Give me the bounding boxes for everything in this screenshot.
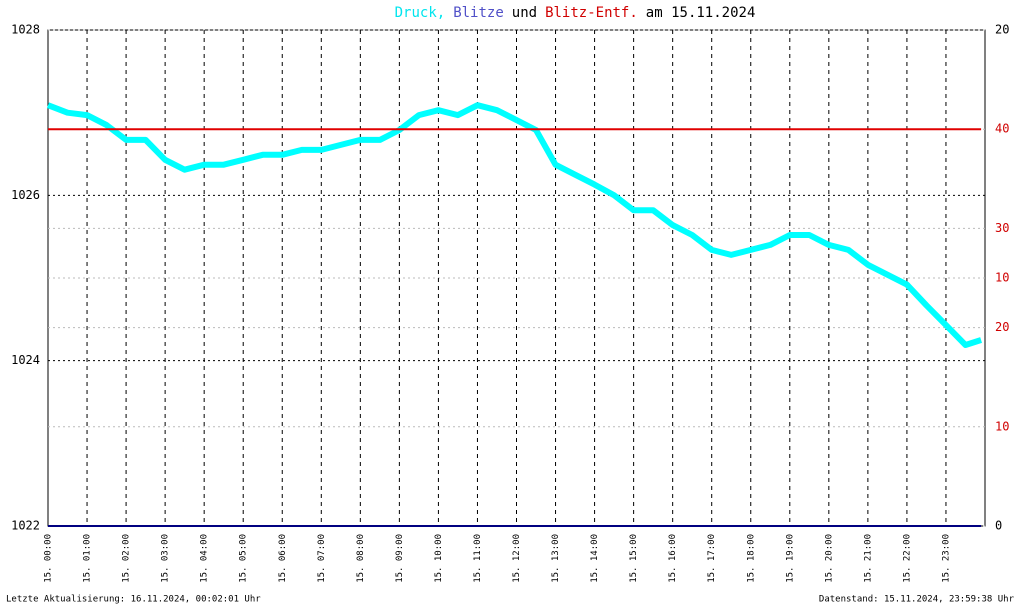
x-tick-label: 15. 12:00 xyxy=(512,534,522,583)
series-line xyxy=(46,102,983,348)
y2-tick-label: 20 xyxy=(995,23,1009,37)
x-tick-label: 15. 22:00 xyxy=(902,534,912,583)
x-tick-label: 15. 05:00 xyxy=(239,534,249,583)
title-part: Druck, xyxy=(395,5,446,21)
y-tick-label: 1028 xyxy=(11,23,40,37)
y2-tick-label: 0 xyxy=(995,519,1002,533)
x-tick-label: 15. 19:00 xyxy=(785,534,795,583)
x-tick-label: 15. 03:00 xyxy=(161,534,171,583)
title-part: Blitze xyxy=(453,5,504,21)
y3-tick-label: 20 xyxy=(995,320,1009,334)
y-tick-label: 1022 xyxy=(11,519,40,533)
y3-tick-label: 40 xyxy=(995,122,1009,136)
x-tick-label: 15. 17:00 xyxy=(707,534,717,583)
x-tick-label: 15. 14:00 xyxy=(590,534,600,583)
x-tick-label: 15. 06:00 xyxy=(278,534,288,583)
title-part: und xyxy=(512,5,537,21)
x-tick-label: 15. 09:00 xyxy=(395,534,405,583)
x-tick-label: 15. 08:00 xyxy=(356,534,366,583)
y3-tick-label: 30 xyxy=(995,221,1009,235)
x-tick-label: 15. 18:00 xyxy=(746,534,756,583)
x-tick-label: 15. 01:00 xyxy=(83,534,93,583)
footer-right: Datenstand: 15.11.2024, 23:59:38 Uhr xyxy=(819,595,1015,605)
y-tick-label: 1026 xyxy=(11,188,40,202)
x-tick-label: 15. 07:00 xyxy=(317,534,327,583)
x-tick-label: 15. 21:00 xyxy=(863,534,873,583)
chart-title: Druck, Blitze und Blitz-Entf. am 15.11.2024 xyxy=(395,5,756,21)
x-tick-label: 15. 00:00 xyxy=(44,534,54,583)
footer-left: Letzte Aktualisierung: 16.11.2024, 00:02… xyxy=(6,595,261,605)
x-tick-label: 15. 13:00 xyxy=(551,534,561,583)
x-tick-label: 15. 23:00 xyxy=(941,534,951,583)
x-tick-label: 15. 20:00 xyxy=(824,534,834,583)
y2-tick-label: 10 xyxy=(995,271,1009,285)
y3-tick-label: 10 xyxy=(995,419,1009,433)
x-tick-label: 15. 10:00 xyxy=(434,534,444,583)
x-tick-label: 15. 04:00 xyxy=(200,534,210,583)
title-part: Blitz-Entf. xyxy=(545,5,638,21)
title-part: am 15.11.2024 xyxy=(646,5,756,21)
x-tick-label: 15. 11:00 xyxy=(473,534,483,583)
x-tick-label: 15. 16:00 xyxy=(668,534,678,583)
x-tick-label: 15. 15:00 xyxy=(629,534,639,583)
y-tick-label: 1024 xyxy=(11,353,40,367)
x-tick-label: 15. 02:00 xyxy=(122,534,132,583)
